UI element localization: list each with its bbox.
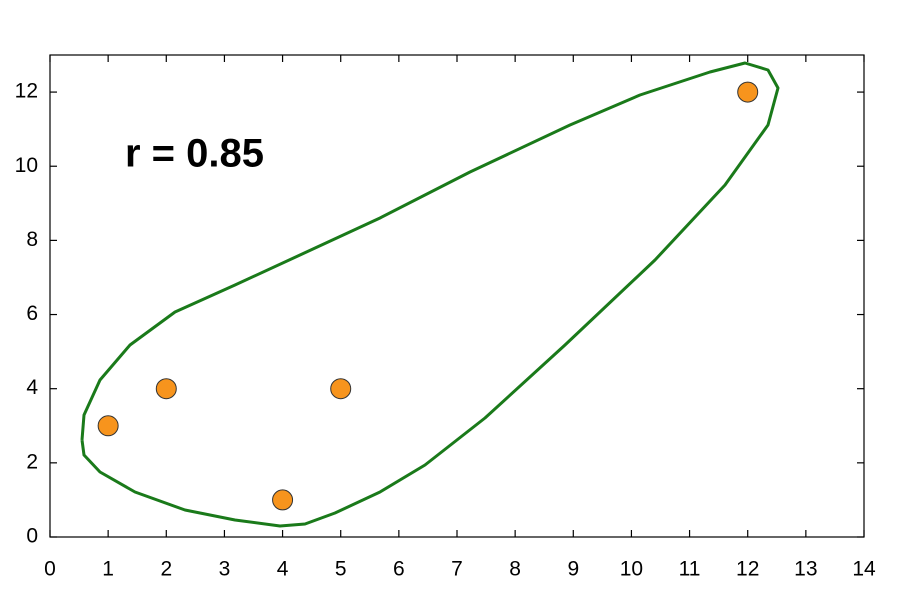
point [272, 489, 294, 511]
x-tick-label: 14 [852, 558, 876, 581]
enclosing-curve [80, 61, 780, 528]
x-tick-label: 7 [451, 558, 463, 581]
x-tick-label: 3 [219, 558, 231, 581]
y-tick-label: 10 [15, 154, 38, 177]
x-tick-label: 1 [102, 558, 114, 581]
x-tick-label: 4 [277, 558, 289, 581]
y-tick-label: 6 [26, 302, 38, 325]
annotation: r = 0.85 [125, 132, 264, 176]
x-tick-label: 13 [794, 558, 817, 581]
x-tick-label: 8 [509, 558, 521, 581]
x-tick-label: 11 [679, 558, 701, 581]
y-tick-label: 8 [26, 228, 38, 251]
x-tick-label: 0 [44, 558, 56, 581]
x-tick-label: 2 [160, 558, 172, 581]
y-tick-label: 0 [26, 525, 38, 548]
point [155, 378, 177, 400]
point [330, 378, 352, 400]
y-tick-label: 2 [26, 450, 38, 473]
x-tick-label: 6 [393, 558, 405, 581]
point [97, 415, 119, 437]
plot-frame [49, 54, 865, 538]
x-tick-label: 10 [620, 558, 643, 581]
y-tick-label: 12 [15, 80, 38, 103]
point [737, 81, 759, 103]
x-tick-label: 5 [335, 558, 347, 581]
x-tick-label: 9 [567, 558, 579, 581]
y-tick-label: 4 [26, 376, 38, 399]
x-tick-label: 12 [736, 558, 759, 581]
